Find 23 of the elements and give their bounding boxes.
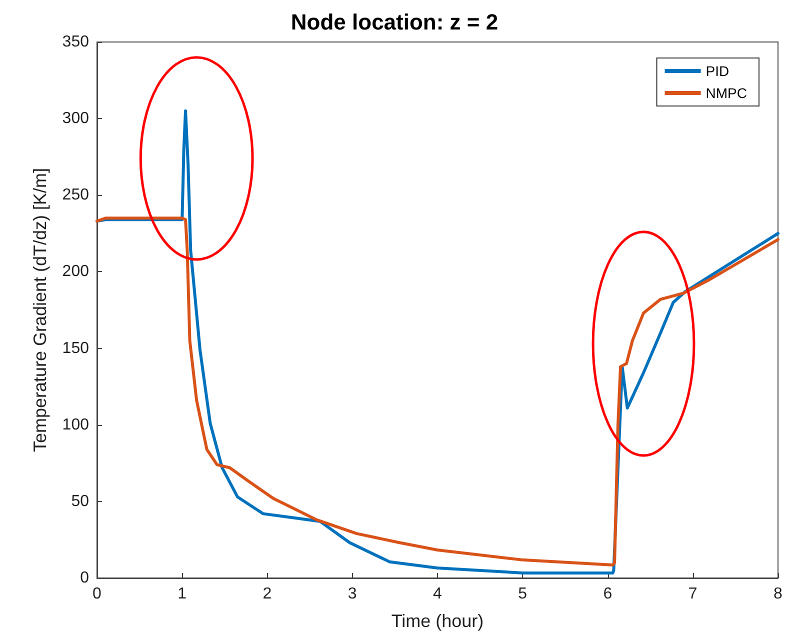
chart-title: Node location: z = 2 bbox=[290, 10, 498, 34]
x-axis-title: Time (hour) bbox=[391, 611, 484, 631]
x-tick-label: 0 bbox=[92, 586, 102, 602]
y-tick-label: 200 bbox=[62, 263, 90, 280]
y-tick-label: 0 bbox=[80, 570, 90, 586]
y-tick-label: 100 bbox=[62, 416, 90, 434]
x-tick-label: 4 bbox=[433, 586, 442, 602]
y-tick-label: 350 bbox=[62, 34, 90, 50]
line-series bbox=[96, 216, 780, 566]
x-tick-label: 1 bbox=[178, 586, 187, 602]
x-tick-label: 8 bbox=[774, 586, 783, 602]
x-tick-label: 5 bbox=[518, 586, 528, 602]
x-tick-label: 3 bbox=[348, 586, 357, 602]
y-tick-label: 150 bbox=[62, 340, 90, 357]
y-tick-label: 300 bbox=[62, 110, 90, 128]
legend-label: NMPC bbox=[706, 85, 748, 101]
legend-label: PID bbox=[706, 63, 730, 79]
y-tick-label: 50 bbox=[71, 492, 90, 510]
y-axis-title: Temperature Gradient (dT/dz) [K/m] bbox=[30, 168, 50, 452]
x-tick-label: 2 bbox=[262, 586, 272, 602]
x-tick-label: 7 bbox=[688, 586, 698, 602]
y-tick-label: 250 bbox=[62, 186, 90, 204]
x-tick-label: 6 bbox=[603, 586, 612, 602]
